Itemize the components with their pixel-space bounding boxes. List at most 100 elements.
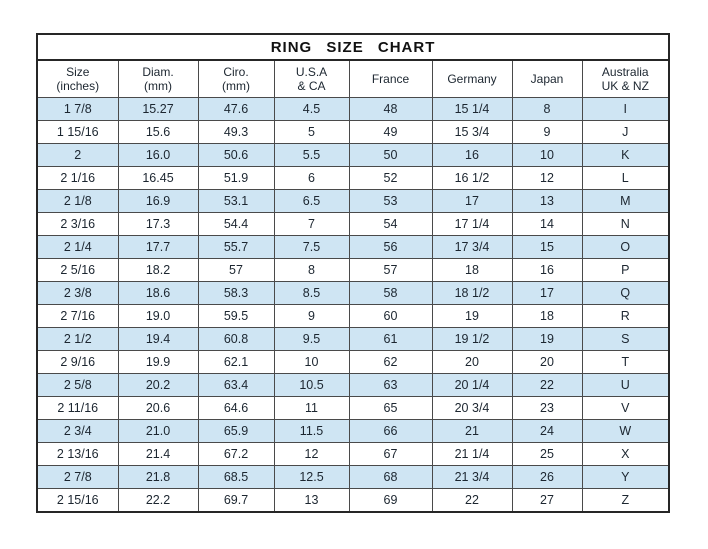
table-cell: Z	[581, 488, 670, 513]
column-header-sublabel: & CA	[297, 79, 326, 93]
table-cell: L	[581, 166, 670, 190]
table-row: 2 9/16 19.9 62.1 10 62 20 20 T	[36, 350, 670, 374]
column-header-ciro-mm: Ciro. (mm)	[197, 59, 275, 98]
table-cell: 9	[511, 120, 583, 144]
column-header-label: Australia	[601, 65, 649, 79]
table-body: 1 7/8 15.27 47.6 4.5 48 15 1/4 8 I 1 15/16 15.6 49…	[36, 97, 670, 513]
column-header-row: Size (inches) Diam. (mm) Ciro. (mm) U.S.…	[36, 59, 670, 98]
table-cell: 23	[511, 396, 583, 420]
table-cell: 16.0	[117, 143, 199, 167]
table-cell: 54	[348, 212, 433, 236]
table-cell: K	[581, 143, 670, 167]
table-cell: 58	[348, 281, 433, 305]
table-row: 2 1/2 19.4 60.8 9.5 61 19 1/2 19 S	[36, 327, 670, 351]
table-cell: 62	[348, 350, 433, 374]
table-cell: S	[581, 327, 670, 351]
table-cell: 48	[348, 97, 433, 121]
chart-title: RING SIZE CHART	[36, 33, 670, 61]
table-row: 2 3/8 18.6 58.3 8.5 58 18 1/2 17 Q	[36, 281, 670, 305]
column-header-label: U.S.A	[295, 65, 328, 79]
column-header-usa-ca: U.S.A & CA	[273, 59, 350, 98]
page: RING SIZE CHART Size (inches) Diam. (mm)…	[36, 33, 671, 513]
table-cell: 2 1/2	[36, 327, 119, 351]
table-cell: 18 1/2	[431, 281, 513, 305]
table-cell: 13	[511, 189, 583, 213]
table-cell: 51.9	[197, 166, 275, 190]
table-cell: 6.5	[273, 189, 350, 213]
table-cell: 15.27	[117, 97, 199, 121]
table-row: 2 5/8 20.2 63.4 10.5 63 20 1/4 22 U	[36, 373, 670, 397]
table-cell: 5.5	[273, 143, 350, 167]
table-cell: 69	[348, 488, 433, 513]
table-cell: 68.5	[197, 465, 275, 489]
column-header-sublabel: (mm)	[144, 79, 172, 93]
table-row: 2 3/16 17.3 54.4 7 54 17 1/4 14 N	[36, 212, 670, 236]
table-cell: 7	[273, 212, 350, 236]
column-header-label: Japan	[530, 72, 564, 86]
table-cell: 19.0	[117, 304, 199, 328]
table-cell: V	[581, 396, 670, 420]
table-cell: 18.2	[117, 258, 199, 282]
table-cell: 2 7/8	[36, 465, 119, 489]
column-header-label: Ciro.	[223, 65, 249, 79]
table-cell: 21.0	[117, 419, 199, 443]
table-cell: 2	[36, 143, 119, 167]
table-cell: 59.5	[197, 304, 275, 328]
table-cell: 49.3	[197, 120, 275, 144]
table-cell: 2 1/16	[36, 166, 119, 190]
table-cell: I	[581, 97, 670, 121]
table-cell: 67.2	[197, 442, 275, 466]
table-cell: 50.6	[197, 143, 275, 167]
table-row: 2 13/16 21.4 67.2 12 67 21 1/4 25 X	[36, 442, 670, 466]
table-cell: 17	[431, 189, 513, 213]
column-header-japan: Japan	[511, 59, 583, 98]
column-header-sublabel: (mm)	[222, 79, 250, 93]
table-cell: 17 3/4	[431, 235, 513, 259]
column-header-label: Germany	[447, 72, 497, 86]
table-cell: 16.45	[117, 166, 199, 190]
table-cell: 16	[431, 143, 513, 167]
table-cell: 52	[348, 166, 433, 190]
table-row: 2 5/16 18.2 57 8 57 18 16 P	[36, 258, 670, 282]
table-cell: 9	[273, 304, 350, 328]
table-cell: 17	[511, 281, 583, 305]
table-cell: 4.5	[273, 97, 350, 121]
table-cell: 56	[348, 235, 433, 259]
column-header-size-inches: Size (inches)	[36, 59, 119, 98]
table-cell: 1 15/16	[36, 120, 119, 144]
table-cell: 20 1/4	[431, 373, 513, 397]
table-cell: 49	[348, 120, 433, 144]
column-header-sublabel: (inches)	[56, 79, 100, 93]
table-cell: 22	[431, 488, 513, 513]
table-cell: 8	[273, 258, 350, 282]
table-cell: 10.5	[273, 373, 350, 397]
table-cell: 53	[348, 189, 433, 213]
table-cell: 15 3/4	[431, 120, 513, 144]
table-cell: 65.9	[197, 419, 275, 443]
table-cell: 21 3/4	[431, 465, 513, 489]
table-cell: W	[581, 419, 670, 443]
table-cell: 15.6	[117, 120, 199, 144]
column-header-label: France	[371, 72, 410, 86]
table-cell: 2 7/16	[36, 304, 119, 328]
table-cell: P	[581, 258, 670, 282]
column-header-australia-uk-nz: Australia UK & NZ	[581, 59, 670, 98]
table-cell: 63	[348, 373, 433, 397]
table-cell: 2 3/16	[36, 212, 119, 236]
table-cell: 21 1/4	[431, 442, 513, 466]
table-row: 2 15/16 22.2 69.7 13 69 22 27 Z	[36, 488, 670, 513]
table-cell: 21.8	[117, 465, 199, 489]
table-cell: 25	[511, 442, 583, 466]
table-cell: 22	[511, 373, 583, 397]
table-cell: 2 13/16	[36, 442, 119, 466]
table-cell: 53.1	[197, 189, 275, 213]
table-cell: 2 5/16	[36, 258, 119, 282]
table-cell: 19	[511, 327, 583, 351]
table-cell: 13	[273, 488, 350, 513]
table-cell: 20	[431, 350, 513, 374]
table-cell: 19 1/2	[431, 327, 513, 351]
table-row: 2 1/4 17.7 55.7 7.5 56 17 3/4 15 O	[36, 235, 670, 259]
table-row: 2 11/16 20.6 64.6 11 65 20 3/4 23 V	[36, 396, 670, 420]
table-row: 2 7/16 19.0 59.5 9 60 19 18 R	[36, 304, 670, 328]
table-cell: 2 3/8	[36, 281, 119, 305]
